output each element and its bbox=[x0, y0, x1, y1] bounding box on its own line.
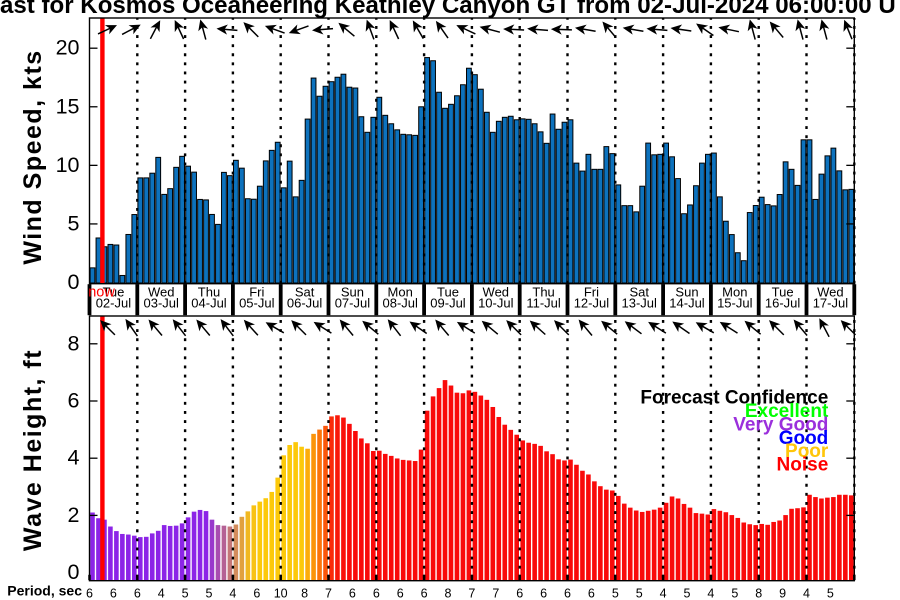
svg-text:6: 6 bbox=[349, 586, 356, 600]
svg-text:4: 4 bbox=[660, 586, 667, 600]
svg-text:Noise: Noise bbox=[777, 455, 829, 476]
svg-text:5: 5 bbox=[636, 586, 643, 600]
svg-text:15-Jul: 15-Jul bbox=[717, 295, 753, 310]
svg-text:4: 4 bbox=[68, 446, 80, 470]
svg-text:4: 4 bbox=[229, 586, 236, 600]
svg-text:Sat: Sat bbox=[295, 284, 315, 299]
svg-text:Wed: Wed bbox=[483, 284, 510, 299]
svg-text:Wed: Wed bbox=[148, 284, 175, 299]
svg-text:Thu: Thu bbox=[532, 284, 554, 299]
svg-text:6: 6 bbox=[110, 586, 117, 600]
svg-text:2: 2 bbox=[68, 503, 80, 527]
svg-text:now: now bbox=[88, 284, 115, 300]
svg-text:5: 5 bbox=[182, 586, 189, 600]
svg-text:Sat: Sat bbox=[629, 284, 649, 299]
svg-text:04-Jul: 04-Jul bbox=[191, 295, 227, 310]
svg-text:13-Jul: 13-Jul bbox=[621, 295, 657, 310]
svg-text:07-Jul: 07-Jul bbox=[335, 295, 371, 310]
svg-text:4: 4 bbox=[158, 586, 165, 600]
svg-text:4: 4 bbox=[803, 586, 810, 600]
svg-text:11-Jul: 11-Jul bbox=[526, 295, 561, 310]
svg-text:Wed: Wed bbox=[817, 284, 844, 299]
svg-text:Good: Good bbox=[779, 428, 829, 449]
svg-text:Fri: Fri bbox=[249, 284, 264, 299]
svg-text:6: 6 bbox=[68, 389, 80, 413]
svg-text:Fri: Fri bbox=[584, 284, 599, 299]
svg-text:10: 10 bbox=[274, 586, 288, 600]
svg-text:6: 6 bbox=[421, 586, 428, 600]
svg-text:Thu: Thu bbox=[198, 284, 220, 299]
svg-text:7: 7 bbox=[325, 586, 332, 600]
svg-text:14-Jul: 14-Jul bbox=[669, 295, 705, 310]
svg-text:Tue: Tue bbox=[772, 284, 794, 299]
svg-text:16-Jul: 16-Jul bbox=[765, 295, 801, 310]
svg-text:Poor: Poor bbox=[785, 441, 829, 462]
svg-text:6: 6 bbox=[540, 586, 547, 600]
svg-text:17-Jul: 17-Jul bbox=[813, 295, 849, 310]
svg-text:5: 5 bbox=[731, 586, 738, 600]
svg-text:08-Jul: 08-Jul bbox=[382, 295, 418, 310]
svg-text:Wave Height, ft: Wave Height, ft bbox=[19, 349, 47, 551]
svg-text:5: 5 bbox=[206, 586, 213, 600]
svg-text:8: 8 bbox=[445, 586, 452, 600]
svg-text:5: 5 bbox=[827, 586, 834, 600]
svg-text:6: 6 bbox=[253, 586, 260, 600]
svg-text:Sun: Sun bbox=[675, 284, 698, 299]
svg-text:Forecast Confidence: Forecast Confidence bbox=[640, 388, 828, 409]
svg-text:06-Jul: 06-Jul bbox=[287, 295, 323, 310]
svg-text:Tue: Tue bbox=[437, 284, 459, 299]
svg-text:4: 4 bbox=[707, 586, 714, 600]
svg-text:12-Jul: 12-Jul bbox=[574, 295, 610, 310]
svg-text:20: 20 bbox=[56, 36, 80, 60]
svg-text:Period, sec: Period, sec bbox=[7, 583, 82, 599]
svg-text:09-Jul: 09-Jul bbox=[430, 295, 466, 310]
svg-text:8: 8 bbox=[301, 586, 308, 600]
svg-text:Marine Forecast for Kosmos Oce: Marine Forecast for Kosmos Oceaneering K… bbox=[0, 0, 900, 19]
svg-text:Very Good: Very Good bbox=[733, 414, 828, 435]
svg-text:0: 0 bbox=[68, 270, 80, 294]
svg-text:6: 6 bbox=[86, 586, 93, 600]
svg-text:Sun: Sun bbox=[341, 284, 364, 299]
svg-text:10: 10 bbox=[56, 153, 80, 177]
svg-text:6: 6 bbox=[397, 586, 404, 600]
svg-text:15: 15 bbox=[56, 94, 80, 118]
svg-text:05-Jul: 05-Jul bbox=[239, 295, 275, 310]
svg-text:10-Jul: 10-Jul bbox=[478, 295, 514, 310]
svg-text:Mon: Mon bbox=[722, 284, 747, 299]
svg-text:5: 5 bbox=[684, 586, 691, 600]
svg-text:0: 0 bbox=[68, 560, 80, 584]
svg-text:Mon: Mon bbox=[388, 284, 413, 299]
svg-text:02-Jul: 02-Jul bbox=[96, 295, 132, 310]
svg-text:Wind Speed, kts: Wind Speed, kts bbox=[19, 49, 47, 264]
svg-text:6: 6 bbox=[516, 586, 523, 600]
svg-text:Excellent: Excellent bbox=[745, 401, 829, 422]
svg-text:9: 9 bbox=[779, 586, 786, 600]
svg-text:5: 5 bbox=[612, 586, 619, 600]
svg-text:6: 6 bbox=[134, 586, 141, 600]
svg-text:6: 6 bbox=[564, 586, 571, 600]
svg-text:6: 6 bbox=[373, 586, 380, 600]
svg-text:8: 8 bbox=[68, 331, 80, 355]
svg-text:6: 6 bbox=[588, 586, 595, 600]
svg-text:8: 8 bbox=[755, 586, 762, 600]
svg-text:Tue: Tue bbox=[102, 284, 124, 299]
svg-text:5: 5 bbox=[68, 211, 80, 235]
svg-text:03-Jul: 03-Jul bbox=[143, 295, 179, 310]
svg-text:7: 7 bbox=[468, 586, 475, 600]
svg-text:7: 7 bbox=[492, 586, 499, 600]
